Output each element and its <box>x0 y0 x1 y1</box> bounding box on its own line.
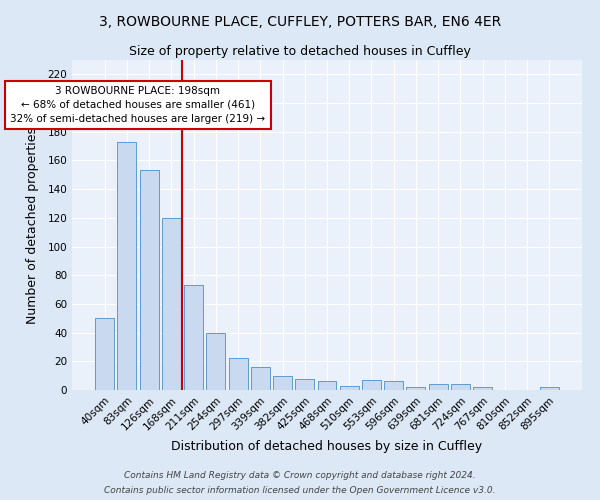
Bar <box>451 384 470 390</box>
Bar <box>229 358 248 390</box>
Bar <box>206 332 225 390</box>
Bar <box>273 376 292 390</box>
Bar <box>406 387 425 390</box>
Text: Size of property relative to detached houses in Cuffley: Size of property relative to detached ho… <box>129 45 471 58</box>
Y-axis label: Number of detached properties: Number of detached properties <box>26 126 39 324</box>
Bar <box>95 318 114 390</box>
X-axis label: Distribution of detached houses by size in Cuffley: Distribution of detached houses by size … <box>172 440 482 453</box>
Bar <box>162 218 181 390</box>
Bar <box>540 387 559 390</box>
Bar <box>362 380 381 390</box>
Bar <box>473 387 492 390</box>
Bar <box>317 382 337 390</box>
Text: 3, ROWBOURNE PLACE, CUFFLEY, POTTERS BAR, EN6 4ER: 3, ROWBOURNE PLACE, CUFFLEY, POTTERS BAR… <box>99 15 501 29</box>
Bar <box>384 382 403 390</box>
Text: 3 ROWBOURNE PLACE: 198sqm
← 68% of detached houses are smaller (461)
32% of semi: 3 ROWBOURNE PLACE: 198sqm ← 68% of detac… <box>10 86 266 124</box>
Bar <box>340 386 359 390</box>
Bar <box>429 384 448 390</box>
Bar <box>295 378 314 390</box>
Text: Contains HM Land Registry data © Crown copyright and database right 2024.: Contains HM Land Registry data © Crown c… <box>124 471 476 480</box>
Bar <box>184 286 203 390</box>
Bar <box>251 367 270 390</box>
Bar <box>118 142 136 390</box>
Bar <box>140 170 158 390</box>
Text: Contains public sector information licensed under the Open Government Licence v3: Contains public sector information licen… <box>104 486 496 495</box>
